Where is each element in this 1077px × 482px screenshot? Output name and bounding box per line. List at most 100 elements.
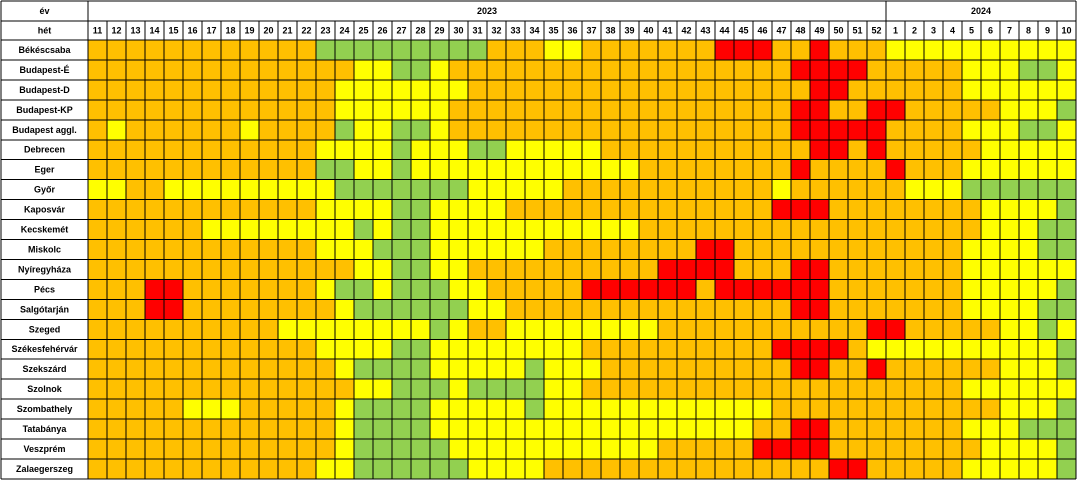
heatmap-cell: [1057, 299, 1076, 320]
heatmap-cell: [1000, 399, 1019, 420]
heatmap-cell: [259, 199, 278, 220]
city-label: Pécs: [34, 284, 55, 294]
heatmap-cell: [259, 419, 278, 439]
heatmap-cell: [145, 59, 164, 80]
heatmap-cell: [88, 239, 107, 260]
heatmap-cell: [1057, 119, 1076, 140]
heatmap-cell: [886, 159, 905, 180]
heatmap-cell: [183, 439, 202, 459]
heatmap-cell: [411, 179, 430, 200]
heatmap-cell: [335, 319, 354, 340]
heatmap-cell: [411, 99, 430, 120]
heatmap-cell: [677, 239, 696, 260]
heatmap-cell: [373, 419, 392, 439]
heatmap-cell: [259, 139, 278, 160]
heatmap-cell: [772, 179, 791, 200]
heatmap-cell: [620, 179, 639, 200]
heatmap-cell: [658, 119, 677, 140]
heatmap-cell: [791, 40, 810, 60]
heatmap-cell: [981, 219, 1000, 240]
row-header-week: hét: [38, 26, 52, 36]
week-label: 7: [1007, 26, 1012, 36]
heatmap-cell: [183, 379, 202, 400]
heatmap-cell: [962, 319, 981, 340]
heatmap-cell: [943, 419, 962, 439]
heatmap-cell: [126, 59, 145, 80]
heatmap-cell: [1038, 299, 1057, 320]
heatmap-cell: [563, 439, 582, 459]
heatmap-cell: [221, 279, 240, 300]
heatmap-cell: [145, 339, 164, 360]
heatmap-cell: [1057, 79, 1076, 100]
heatmap-cell: [658, 339, 677, 360]
week-label: 10: [1061, 26, 1071, 36]
heatmap-cell: [316, 239, 335, 260]
heatmap-cell: [392, 139, 411, 160]
heatmap-cell: [905, 439, 924, 459]
heatmap-cell: [772, 259, 791, 280]
heatmap-cell: [392, 199, 411, 220]
heatmap-cell: [1000, 439, 1019, 459]
heatmap-cell: [639, 339, 658, 360]
heatmap-cell: [905, 399, 924, 420]
heatmap-cell: [1038, 339, 1057, 360]
heatmap-cell: [943, 239, 962, 260]
heatmap-cell: [468, 219, 487, 240]
heatmap-cell: [354, 239, 373, 260]
heatmap-cell: [848, 159, 867, 180]
heatmap-cell: [202, 458, 221, 479]
heatmap-cell: [810, 159, 829, 180]
heatmap-cell: [715, 439, 734, 459]
week-label: 48: [795, 26, 805, 36]
heatmap-cell: [544, 139, 563, 160]
heatmap-cell: [240, 439, 259, 459]
heatmap-cell: [430, 419, 449, 439]
heatmap-cell: [563, 399, 582, 420]
heatmap-cell: [696, 319, 715, 340]
heatmap-cell: [183, 299, 202, 320]
heatmap-cell: [829, 399, 848, 420]
heatmap-cell: [354, 139, 373, 160]
heatmap-cell: [183, 40, 202, 60]
heatmap-cell: [1019, 199, 1038, 220]
heatmap-cell: [924, 339, 943, 360]
heatmap-cell: [772, 439, 791, 459]
heatmap-cell: [867, 259, 886, 280]
heatmap-cell: [107, 239, 126, 260]
heatmap-cell: [411, 299, 430, 320]
heatmap-cell: [297, 319, 316, 340]
heatmap-cell: [639, 458, 658, 479]
heatmap-cell: [1000, 299, 1019, 320]
heatmap-cell: [734, 159, 753, 180]
heatmap-cell: [715, 339, 734, 360]
heatmap-cell: [1000, 199, 1019, 220]
heatmap-cell: [1038, 399, 1057, 420]
heatmap-cell: [1019, 79, 1038, 100]
heatmap-cell: [734, 79, 753, 100]
week-label: 41: [662, 26, 672, 36]
heatmap-cell: [221, 259, 240, 280]
heatmap-cell: [164, 79, 183, 100]
heatmap-cell: [335, 419, 354, 439]
heatmap-cell: [373, 199, 392, 220]
heatmap-cell: [753, 399, 772, 420]
heatmap-cell: [1038, 179, 1057, 200]
week-label: 46: [757, 26, 767, 36]
heatmap-cell: [886, 439, 905, 459]
week-label: 8: [1026, 26, 1031, 36]
heatmap-cell: [525, 99, 544, 120]
heatmap-cell: [582, 199, 601, 220]
heatmap-cell: [316, 458, 335, 479]
heatmap-cell: [506, 179, 525, 200]
heatmap-cell: [962, 199, 981, 220]
heatmap-cell: [658, 359, 677, 380]
heatmap-cell: [449, 159, 468, 180]
heatmap-cell: [829, 359, 848, 380]
heatmap-cell: [620, 159, 639, 180]
heatmap-cell: [145, 199, 164, 220]
heatmap-cell: [696, 139, 715, 160]
heatmap-cell: [316, 59, 335, 80]
heatmap-cell: [1019, 299, 1038, 320]
heatmap-cell: [354, 99, 373, 120]
heatmap-cell: [354, 219, 373, 240]
